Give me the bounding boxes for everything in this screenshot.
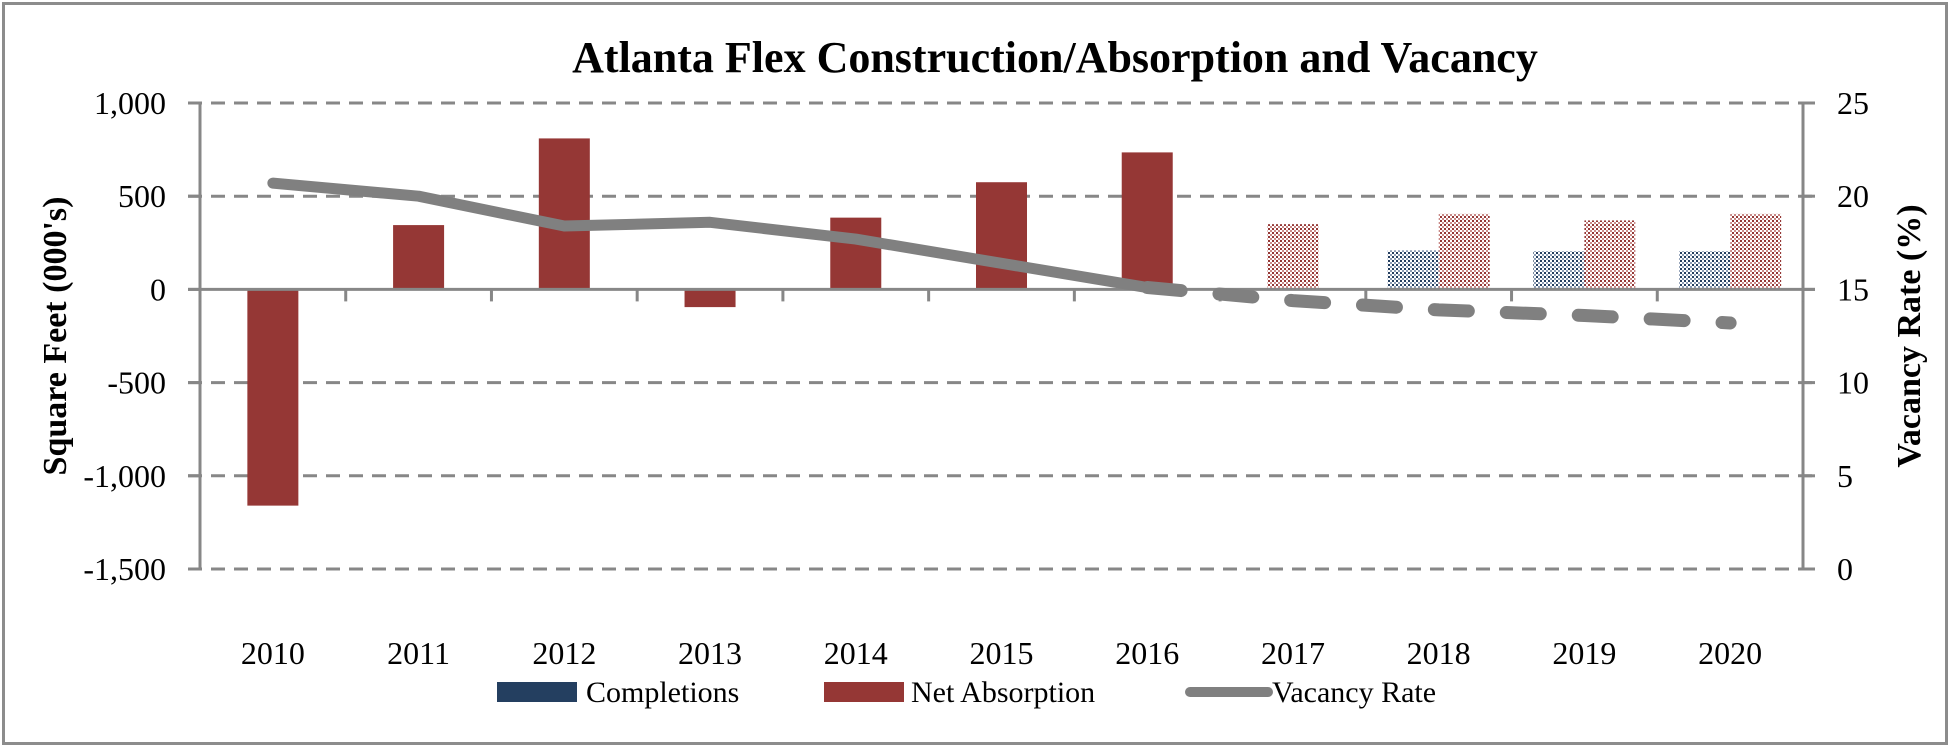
bar-net-absorption xyxy=(247,289,299,506)
x-tick-label: 2013 xyxy=(678,635,742,671)
axes xyxy=(188,101,1815,571)
x-tick-label: 2019 xyxy=(1552,635,1616,671)
y-tick-label: 500 xyxy=(118,178,166,214)
legend-label-vacancy-rate: Vacancy Rate xyxy=(1272,676,1436,709)
y2-tick-label: 15 xyxy=(1837,271,1869,307)
vacancy-line xyxy=(267,177,1737,330)
bar-net-absorption xyxy=(1267,224,1319,290)
x-tick-label: 2012 xyxy=(532,635,596,671)
y-axis-title: Square Feet (000's) xyxy=(37,197,74,476)
bar-completions xyxy=(1679,251,1731,290)
bar-completions xyxy=(1387,250,1439,290)
legend-label-net-absorption: Net Absorption xyxy=(911,676,1095,709)
bar-net-absorption xyxy=(1730,213,1782,290)
x-tick-label: 2014 xyxy=(824,635,888,671)
y2-tick-label: 20 xyxy=(1837,178,1869,214)
bar-net-absorption xyxy=(1438,213,1490,290)
y2-tick-labels: 25 20 15 10 5 0 xyxy=(1837,85,1869,587)
x-tick-label: 2018 xyxy=(1407,635,1471,671)
legend-label-completions: Completions xyxy=(586,676,739,709)
x-tick-label: 2020 xyxy=(1698,635,1762,671)
bar-net-absorption xyxy=(975,182,1028,290)
bar-net-absorption xyxy=(1584,220,1636,290)
y-tick-label: -1,000 xyxy=(83,458,166,494)
legend-swatch-completions xyxy=(497,682,577,702)
chart-title: Atlanta Flex Construction/Absorption and… xyxy=(572,33,1538,82)
x-tick-label: 2010 xyxy=(241,635,305,671)
y-tick-label: -1,500 xyxy=(83,551,166,587)
bar-net-absorption xyxy=(830,217,882,290)
y-tick-labels: 1,000 500 0 -500 -1,000 -1,500 xyxy=(83,85,166,587)
y-tick-label: 1,000 xyxy=(94,85,166,121)
y2-axis-title: Vacancy Rate (%) xyxy=(1891,204,1928,467)
x-tick-label: 2016 xyxy=(1115,635,1179,671)
y2-tick-label: 5 xyxy=(1837,458,1853,494)
bar-net-absorption xyxy=(684,289,736,308)
y2-tick-label: 0 xyxy=(1837,551,1853,587)
gridlines xyxy=(188,101,1815,571)
legend: Completions Net Absorption Vacancy Rate xyxy=(497,676,1436,709)
bar-net-absorption xyxy=(1121,152,1173,290)
bars xyxy=(247,138,1782,506)
bar-completions xyxy=(1533,251,1585,290)
x-tick-label: 2015 xyxy=(970,635,1034,671)
bar-net-absorption xyxy=(393,225,445,290)
x-tick-label: 2011 xyxy=(387,635,450,671)
x-tick-labels: 2010 2011 2012 2013 2014 2015 2016 2017 2018 2019… xyxy=(241,635,1762,671)
bar-net-absorption xyxy=(538,138,590,290)
y-tick-label: 0 xyxy=(150,271,166,307)
x-tick-label: 2017 xyxy=(1261,635,1325,671)
y2-tick-label: 25 xyxy=(1837,85,1869,121)
vacancy-line-forecast xyxy=(1140,281,1737,330)
y-tick-label: -500 xyxy=(107,365,166,401)
y2-tick-label: 10 xyxy=(1837,365,1869,401)
legend-swatch-net-absorption xyxy=(824,682,904,702)
